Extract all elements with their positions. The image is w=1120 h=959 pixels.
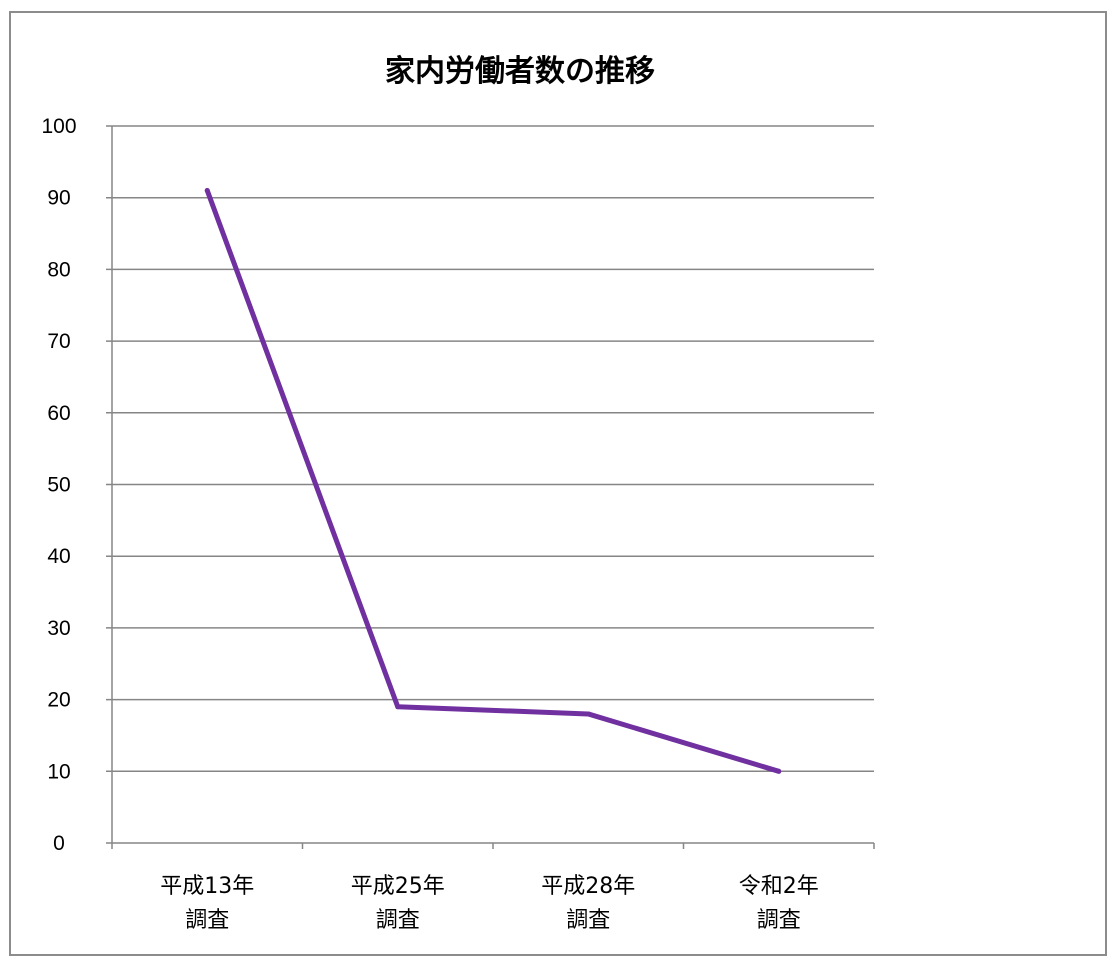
y-tick-label: 10 (47, 760, 70, 783)
data-point (204, 188, 210, 194)
data-point (585, 711, 591, 717)
x-category-label: 平成13年 (160, 874, 254, 899)
series-lines (204, 188, 782, 774)
x-category-label: 調査 (566, 908, 610, 933)
chart-frame (9, 11, 1107, 956)
y-tick-label: 40 (47, 545, 70, 568)
y-tick-label: 70 (47, 330, 70, 353)
y-tick-label: 90 (47, 187, 70, 210)
x-category-label: 平成28年 (541, 874, 635, 899)
x-category-label: 平成25年 (351, 874, 445, 899)
x-category-label: 調査 (757, 908, 801, 933)
axes (106, 126, 875, 849)
y-tick-label: 30 (47, 617, 70, 640)
x-category-label: 調査 (376, 908, 420, 933)
y-tick-label: 20 (47, 689, 70, 712)
chart-title: 家内労働者数の推移 (385, 54, 655, 89)
y-tick-label: 80 (47, 258, 70, 281)
data-point (776, 768, 782, 774)
y-tick-label: 60 (47, 402, 70, 425)
series-line (204, 188, 782, 774)
gridlines (106, 125, 874, 773)
x-category-label: 調査 (185, 908, 229, 933)
data-point (395, 704, 401, 710)
y-tick-label: 100 (41, 115, 76, 138)
y-axis-tick-labels: 0 10 20 30 40 50 60 70 80 90 100 (41, 115, 76, 855)
y-tick-label: 0 (53, 832, 65, 855)
y-tick-label: 50 (47, 474, 70, 497)
x-category-label: 令和2年 (739, 874, 819, 899)
